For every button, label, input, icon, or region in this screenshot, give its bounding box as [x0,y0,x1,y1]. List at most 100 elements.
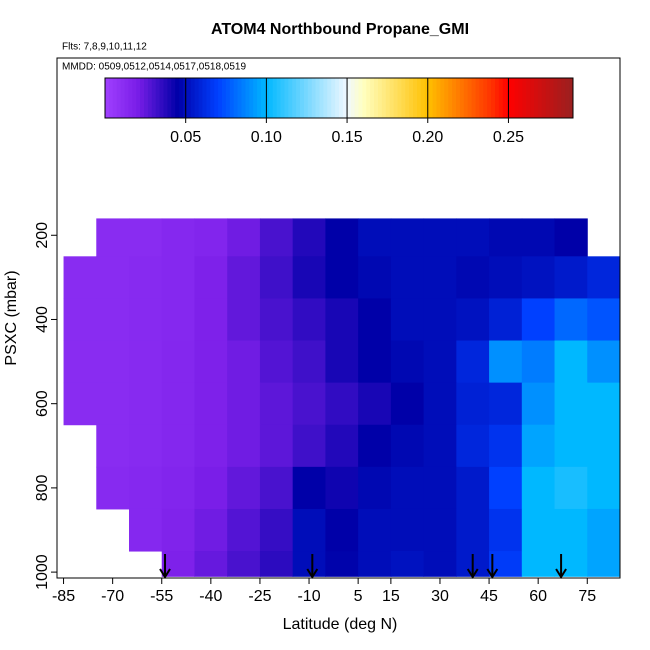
colorbar-segment [331,78,336,118]
colorbar-segment [440,78,445,118]
colorbar-segment [483,78,488,118]
heatmap-cell [194,256,228,299]
colorbar-segment [444,78,449,118]
heatmap-cell [259,382,294,426]
colorbar-segment [389,78,395,118]
heatmap-cell [456,382,490,426]
heatmap-cell [259,508,294,552]
colorbar-segment [428,78,434,118]
colorbar-segment [241,78,246,118]
heatmap-cell [325,508,359,552]
colorbar-segment [557,78,562,118]
heatmap-cell [423,551,457,577]
heatmap-cell [521,256,556,299]
heatmap-cell [521,424,556,468]
heatmap-cell [521,298,556,342]
heatmap-cell [489,298,523,342]
heatmap-cell [554,256,588,299]
colorbar-segment [155,78,161,118]
colorbar-segment [300,78,305,118]
heatmap-cell [259,551,294,577]
x-tick-label: 60 [529,588,547,605]
heatmap-cell [521,466,556,510]
colorbar-segment [561,78,566,118]
heatmap-cell [194,382,228,426]
heatmap-cell [96,424,130,468]
colorbar-segment [144,78,149,118]
colorbar-segment [307,78,313,118]
x-tick-label: 5 [354,588,363,605]
heatmap-cell [489,508,523,552]
colorbar-segment [518,78,523,118]
heatmap-cell [423,508,457,552]
heatmap-cell [423,298,457,342]
colorbar-segment [222,78,227,118]
heatmap-cell [227,466,261,510]
heatmap-cell [129,256,163,299]
heatmap-cell [129,382,163,426]
colorbar-segment [498,78,504,118]
colorbar-segment [229,78,235,118]
colorbar-segment [346,78,352,118]
heatmap-cell [96,218,130,257]
x-tick-label: -10 [297,588,320,605]
colorbar-segment [370,78,375,118]
heatmap-cell [587,298,621,342]
colorbar-segment [537,78,543,118]
heatmap-cell [259,424,294,468]
colorbar-segment [530,78,535,118]
colorbar-segment [479,78,484,118]
colorbar-segment [292,78,297,118]
colorbar-tick-label: 0.10 [251,129,282,146]
colorbar-segment [261,78,266,118]
colorbar-segment [198,78,203,118]
colorbar-segment [319,78,324,118]
colorbar-tick-label: 0.05 [170,129,201,146]
colorbar-segment [225,78,231,118]
heatmap-cell [161,298,195,342]
heatmap-cell [554,508,588,552]
heatmap-cell [358,424,392,468]
arrow [466,554,479,579]
heatmap-cell [96,466,130,510]
heatmap-cell [390,340,425,384]
heatmap-cell [292,298,326,342]
colorbar-segment [502,78,508,118]
x-tick-label: -55 [150,588,173,605]
colorbar-segment [436,78,441,118]
colorbar-tick-label: 0.15 [331,129,362,146]
heatmap-cell [259,256,294,299]
colorbar-segment [452,78,457,118]
heatmap-cell [161,508,195,552]
colorbar-segment [526,78,531,118]
heatmap-cell [325,298,359,342]
colorbar-segment [541,78,547,118]
colorbar-segment [358,78,363,118]
heatmap-cell [96,382,130,426]
heatmap-cell [96,340,130,384]
colorbar-segment [374,78,379,118]
heatmap-cell [194,551,228,577]
colorbar-segment [163,78,168,118]
heatmap-cell [521,382,556,426]
heatmap-cell [259,340,294,384]
heatmap-cell [161,466,195,510]
x-tick-label: 75 [578,588,596,605]
heatmap-cell [259,218,294,257]
colorbar-segment [108,78,114,118]
colorbar-segment [105,78,110,118]
heatmap-cell [259,466,294,510]
heatmap-cell [227,218,261,257]
colorbar-segment [124,78,129,118]
colorbar-segment [565,78,570,118]
colorbar-segment [167,78,172,118]
colorbar-segment [194,78,200,118]
heatmap-cell [227,256,261,299]
colorbar-segment [288,78,293,118]
colorbar-segment [417,78,422,118]
heatmap-cell [194,298,228,342]
heatmap-cell [587,551,621,577]
heatmap-cell [63,256,97,299]
heatmap-cell [554,466,588,510]
subtitle: MMDD: 0509,0512,0514,0517,0518,0519 [62,62,246,73]
